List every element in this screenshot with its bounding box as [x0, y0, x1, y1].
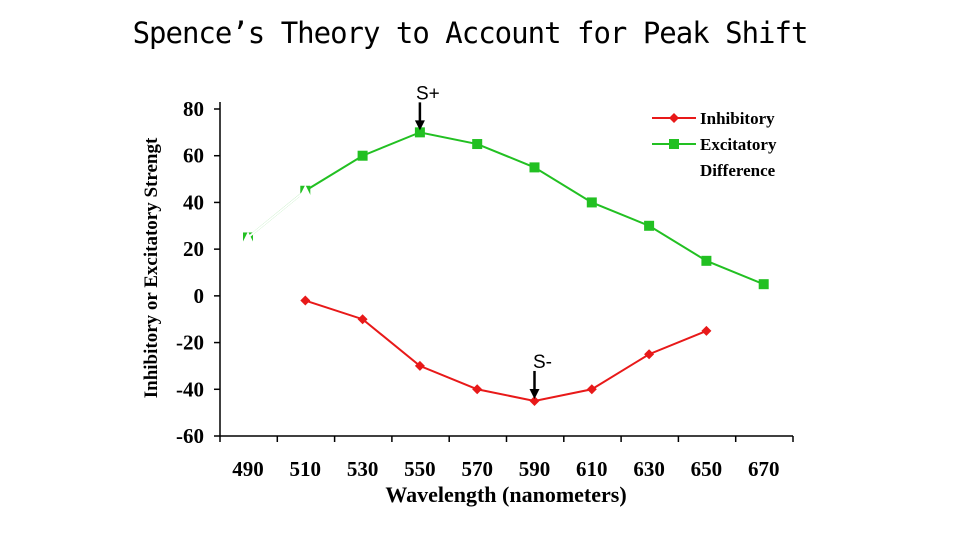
- y-tick-group: 80 60 40 20 0 -20 -40 -60: [176, 97, 220, 448]
- y-axis-label: Inhibitory or Excitatory Strengt: [141, 137, 162, 398]
- y-tick-label: 60: [183, 144, 204, 168]
- data-point-excitatory: [644, 220, 655, 231]
- series-line-excitatory: [247, 131, 765, 286]
- data-point-excitatory: [586, 197, 597, 208]
- annotation-label: S-: [533, 352, 552, 373]
- annotation-label: S+: [416, 83, 440, 104]
- data-point-excitatory: [414, 127, 425, 138]
- x-axis-label: Wavelength (nanometers): [385, 482, 626, 507]
- x-tick-group: 490 510 530 550 570 590 610 630 650 670: [219, 436, 794, 481]
- x-tick-label: 630: [633, 457, 665, 481]
- x-tick-label: 570: [461, 457, 493, 481]
- y-tick-label: 80: [183, 97, 204, 121]
- y-tick-label: 20: [183, 237, 204, 261]
- data-point-excitatory: [472, 139, 483, 150]
- annotation-arrow-head: [414, 120, 425, 131]
- data-point-inhibitory: [586, 384, 597, 395]
- data-point-excitatory: [758, 279, 769, 290]
- data-point-excitatory: [357, 150, 368, 161]
- data-point-inhibitory: [701, 325, 712, 336]
- series-excitatory: [243, 127, 769, 290]
- y-tick-label: -40: [176, 377, 204, 401]
- data-point-inhibitory: [529, 395, 540, 406]
- series-line-inhibitory: [304, 299, 707, 402]
- annotation-layer: S+ S-: [414, 83, 552, 399]
- x-tick-label: 510: [290, 457, 322, 481]
- y-tick-label: -20: [176, 331, 204, 355]
- legend-marker: [669, 113, 679, 123]
- data-point-difference: [242, 231, 254, 244]
- series-difference: [242, 184, 312, 244]
- y-tick-label: 40: [183, 190, 204, 214]
- legend-marker: [669, 139, 679, 149]
- x-tick-label: 670: [748, 457, 780, 481]
- legend-label: Difference: [700, 161, 776, 180]
- y-tick-label: -60: [176, 424, 204, 448]
- series-inhibitory: [300, 295, 712, 406]
- data-point-inhibitory: [414, 360, 425, 371]
- legend-label: Inhibitory: [700, 109, 775, 128]
- x-tick-label: 550: [404, 457, 436, 481]
- series-layer: [242, 127, 769, 406]
- data-point-inhibitory: [472, 384, 483, 395]
- series-line-difference: [247, 189, 306, 239]
- data-point-excitatory: [529, 162, 540, 173]
- y-tick-label: 0: [194, 284, 205, 308]
- slide-title: Spence’s Theory to Account for Peak Shif…: [132, 16, 809, 50]
- data-point-inhibitory: [357, 314, 368, 325]
- data-point-difference: [299, 184, 312, 197]
- x-tick-label: 650: [691, 457, 723, 481]
- data-point-excitatory: [701, 255, 712, 266]
- data-point-inhibitory: [300, 295, 311, 306]
- x-tick-label: 490: [232, 457, 264, 481]
- x-tick-label: 530: [347, 457, 379, 481]
- legend-label: Excitatory: [700, 135, 777, 154]
- data-point-inhibitory: [644, 349, 655, 360]
- x-tick-label: 610: [576, 457, 608, 481]
- annotation-arrow-head: [529, 388, 540, 399]
- chart-legend: Inhibitory Excitatory Difference: [652, 109, 777, 180]
- x-tick-label: 590: [519, 457, 551, 481]
